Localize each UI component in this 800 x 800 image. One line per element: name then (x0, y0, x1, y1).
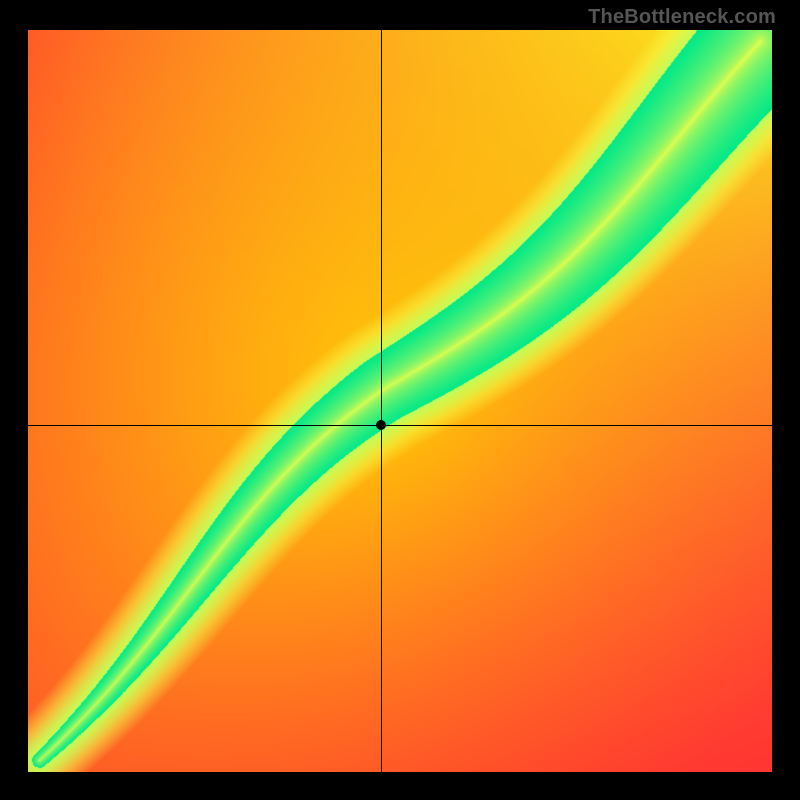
watermark-text: TheBottleneck.com (588, 6, 776, 29)
crosshair-horizontal (28, 425, 772, 426)
crosshair-marker (376, 420, 386, 430)
heatmap-canvas (28, 30, 772, 772)
plot-area (28, 30, 772, 772)
figure-container: TheBottleneck.com (0, 0, 800, 800)
crosshair-vertical (381, 30, 382, 772)
